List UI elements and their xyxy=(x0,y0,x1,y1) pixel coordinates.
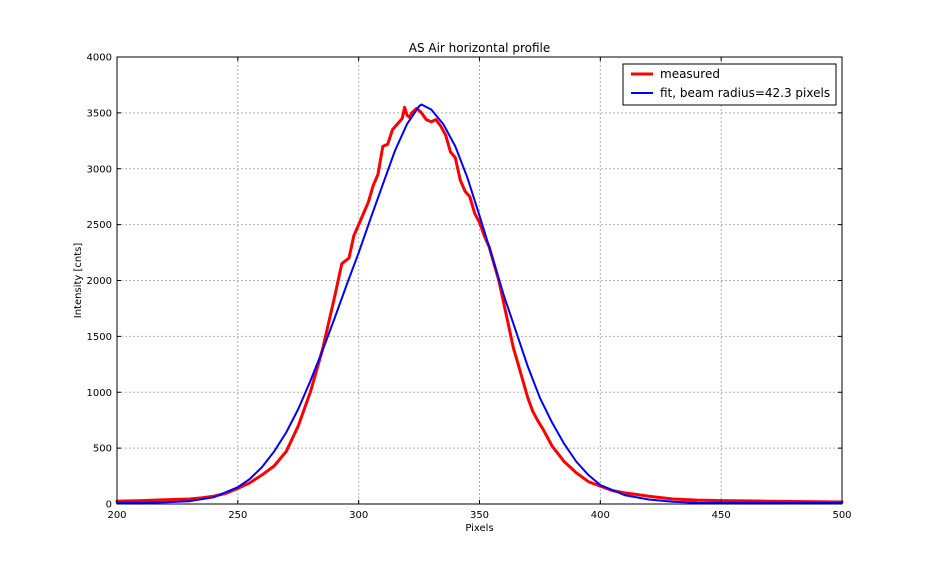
y-tick-label: 2500 xyxy=(87,220,112,231)
y-tick-label: 4000 xyxy=(87,53,112,64)
legend-label-fit: fit, beam radius=42.3 pixels xyxy=(660,86,830,100)
chart-title: AS Air horizontal profile xyxy=(409,41,551,55)
series-line-measured xyxy=(115,105,844,504)
x-tick-label: 200 xyxy=(107,510,126,521)
y-tick-label: 2000 xyxy=(87,276,112,287)
legend-box xyxy=(622,63,837,106)
legend-label-measured: measured xyxy=(660,67,720,81)
x-tick-label: 300 xyxy=(349,510,368,521)
legend: measured fit, beam radius=42.3 pixels xyxy=(622,63,837,106)
x-tick-label: 350 xyxy=(470,510,489,521)
y-tick-label: 1000 xyxy=(87,388,112,399)
y-tick-label: 500 xyxy=(93,444,112,455)
x-tick-label: 250 xyxy=(228,510,247,521)
y-tick-label: 3500 xyxy=(87,108,112,119)
x-tick-label: 400 xyxy=(591,510,610,521)
y-axis-label: Intensity [cnts] xyxy=(73,243,84,319)
x-axis-label: Pixels xyxy=(465,523,493,534)
y-tick-label: 1500 xyxy=(87,332,112,343)
series-layer xyxy=(115,103,844,504)
x-tick-label: 450 xyxy=(712,510,731,521)
y-tick-label: 0 xyxy=(106,500,112,511)
series-line-fit xyxy=(116,103,843,504)
axis-ticks: 200 250 300 350 400 450 500 0 500 1000 1500 2000 250… xyxy=(87,53,852,522)
x-tick-label: 500 xyxy=(832,510,851,521)
y-tick-label: 3000 xyxy=(87,164,112,175)
